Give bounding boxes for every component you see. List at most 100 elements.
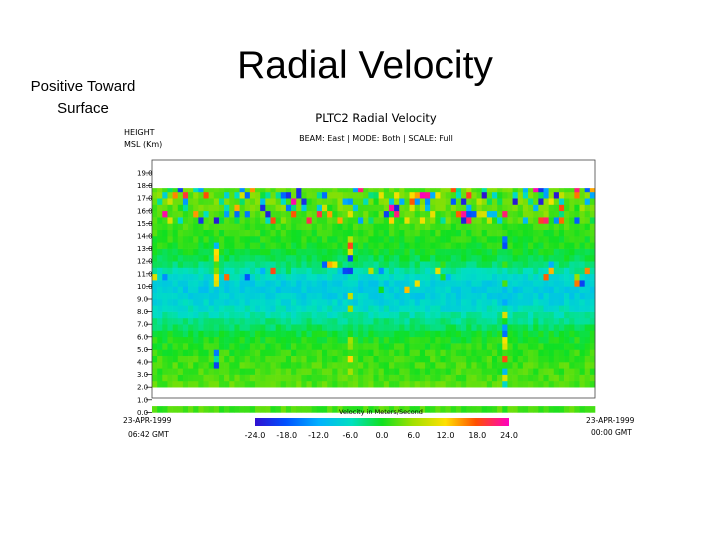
heatmap-cell xyxy=(234,299,240,306)
heatmap-cell xyxy=(280,242,287,249)
heatmap-cell xyxy=(414,330,421,338)
heatmap-cell xyxy=(440,374,446,382)
heatmap-cell xyxy=(461,305,467,312)
heatmap-cell xyxy=(435,317,441,325)
heatmap-cell xyxy=(177,236,184,243)
heatmap-cell xyxy=(301,267,307,275)
heatmap-cell xyxy=(589,292,596,300)
heatmap-cell xyxy=(558,317,565,325)
heatmap-cell xyxy=(157,267,163,275)
heatmap-cell xyxy=(435,223,441,230)
heatmap-cell xyxy=(553,305,560,312)
heatmap-cell xyxy=(311,204,318,212)
heatmap-cell xyxy=(234,217,240,224)
heatmap-cell xyxy=(425,317,431,325)
heatmap-cell xyxy=(255,311,261,319)
heatmap-cell xyxy=(358,261,364,268)
heatmap-cell xyxy=(306,191,312,199)
y-tick-label: 10.0 xyxy=(137,283,153,291)
heatmap-cell xyxy=(224,248,230,256)
heatmap-cell xyxy=(491,223,498,230)
heatmap-cell xyxy=(425,210,431,218)
heatmap-cell xyxy=(543,380,549,388)
heatmap-cell xyxy=(435,198,441,205)
heatmap-cell xyxy=(538,223,544,230)
heatmap-cell xyxy=(533,311,539,319)
heatmap-cell xyxy=(574,406,580,413)
heatmap-cell xyxy=(394,299,400,306)
heatmap-cell xyxy=(440,317,446,325)
heatmap-cell xyxy=(368,280,374,287)
heatmap-cell xyxy=(224,210,230,218)
heatmap-cell xyxy=(213,330,220,338)
heatmap-cell xyxy=(481,273,488,281)
heatmap-cell xyxy=(425,273,431,281)
heatmap-cell xyxy=(368,362,374,369)
heatmap-cell xyxy=(481,330,488,338)
heatmap-cell xyxy=(486,273,493,281)
heatmap-cell xyxy=(167,336,173,344)
heatmap-cell xyxy=(430,188,436,193)
heatmap-cell xyxy=(383,324,390,331)
heatmap-cell xyxy=(491,273,498,281)
heatmap-cell xyxy=(260,355,266,363)
heatmap-cell xyxy=(203,236,209,243)
heatmap-cell xyxy=(388,210,395,218)
heatmap-cell xyxy=(162,362,168,369)
heatmap-cell xyxy=(260,261,266,268)
heatmap-cell xyxy=(368,229,374,237)
heatmap-cell xyxy=(388,280,395,287)
heatmap-cell xyxy=(177,343,184,350)
heatmap-cell xyxy=(316,324,323,331)
heatmap-cell xyxy=(265,336,271,344)
heatmap-cell xyxy=(172,242,179,249)
heatmap-cell xyxy=(543,248,549,256)
heatmap-cell xyxy=(157,343,163,350)
heatmap-cell xyxy=(224,336,230,344)
heatmap-cell xyxy=(224,305,230,312)
heatmap-cell xyxy=(363,292,369,300)
heatmap-cell xyxy=(157,362,163,369)
heatmap-cell xyxy=(507,198,513,205)
heatmap-cell xyxy=(528,236,534,243)
heatmap-cell xyxy=(409,217,416,224)
heatmap-cell xyxy=(435,362,441,369)
heatmap-cell xyxy=(265,286,271,293)
heatmap-cell xyxy=(188,229,194,237)
heatmap-cell xyxy=(378,324,385,331)
heatmap-cell xyxy=(296,374,302,382)
heatmap-cell xyxy=(517,210,524,218)
heatmap-cell xyxy=(285,292,292,300)
y-tick-label: 3.0 xyxy=(137,371,148,379)
heatmap-cell xyxy=(188,273,194,281)
heatmap-cell xyxy=(558,248,565,256)
heatmap-cell xyxy=(311,305,318,312)
heatmap-cell xyxy=(425,267,431,275)
heatmap-cell xyxy=(584,229,591,237)
heatmap-cell xyxy=(316,261,323,268)
heatmap-cell xyxy=(347,188,354,193)
heatmap-cell xyxy=(327,191,333,199)
heatmap-cell xyxy=(198,217,204,224)
heatmap-cell xyxy=(383,273,390,281)
heatmap-cell xyxy=(450,191,457,199)
heatmap-cell xyxy=(306,343,312,350)
heatmap-cell xyxy=(275,349,282,356)
heatmap-cell xyxy=(425,188,431,193)
heatmap-cell xyxy=(491,242,498,249)
heatmap-cell xyxy=(260,248,266,256)
heatmap-cell xyxy=(352,280,359,287)
heatmap-cell xyxy=(249,210,256,218)
heatmap-cell xyxy=(316,368,323,375)
heatmap-cell xyxy=(476,188,482,193)
heatmap-cell xyxy=(435,191,441,199)
heatmap-cell xyxy=(244,374,251,382)
heatmap-cell xyxy=(533,204,539,212)
heatmap-cell xyxy=(285,188,292,193)
heatmap-cell xyxy=(486,330,493,338)
heatmap-cell xyxy=(558,374,565,382)
heatmap-cell xyxy=(177,188,184,193)
heatmap-cell xyxy=(579,267,585,275)
heatmap-cell xyxy=(157,305,163,312)
heatmap-cell xyxy=(394,254,400,262)
